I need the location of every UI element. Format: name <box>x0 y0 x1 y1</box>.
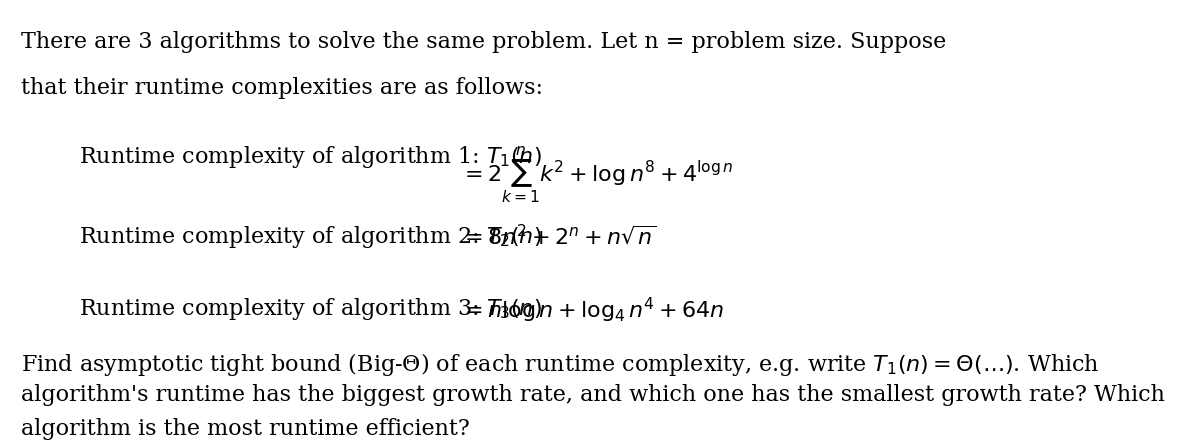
Text: Runtime complexity of algorithm 1: $T_1(n)$: Runtime complexity of algorithm 1: $T_1(… <box>78 145 541 171</box>
Text: algorithm is the most runtime efficient?: algorithm is the most runtime efficient? <box>20 418 469 440</box>
Text: $= 2\sum_{k=1}^{n} k^2 + \log n^8 + 4^{\log n}$: $= 2\sum_{k=1}^{n} k^2 + \log n^8 + 4^{\… <box>460 145 733 206</box>
Text: Find asymptotic tight bound (Big-Θ) of each runtime complexity, e.g. write $T_1(: Find asymptotic tight bound (Big-Θ) of e… <box>20 351 1099 377</box>
Text: Runtime complexity of algorithm 2: $T_2(n)$: Runtime complexity of algorithm 2: $T_2(… <box>78 225 541 250</box>
Text: $= n\log n + \log_4 n^4 + 64n$: $= n\log n + \log_4 n^4 + 64n$ <box>460 296 724 325</box>
Text: There are 3 algorithms to solve the same problem. Let n = problem size. Suppose: There are 3 algorithms to solve the same… <box>22 31 947 53</box>
Text: algorithm's runtime has the biggest growth rate, and which one has the smallest : algorithm's runtime has the biggest grow… <box>20 384 1164 406</box>
Text: $= 8n^2 + 2^n + n\sqrt{n}$: $= 8n^2 + 2^n + n\sqrt{n}$ <box>460 225 656 249</box>
Text: Runtime complexity of algorithm 3: $T_3(n)$: Runtime complexity of algorithm 3: $T_3(… <box>78 296 541 322</box>
Text: that their runtime complexities are as follows:: that their runtime complexities are as f… <box>20 77 542 99</box>
